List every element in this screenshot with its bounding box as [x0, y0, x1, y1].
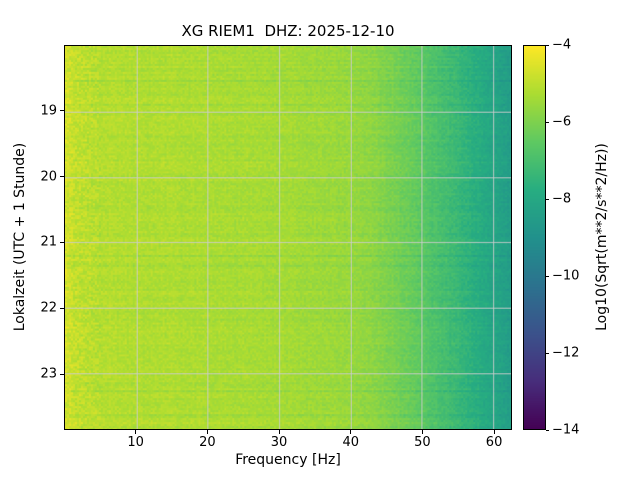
colorbar-tick-mark: [546, 429, 549, 431]
x-tick-mark: [278, 430, 280, 434]
colorbar-tick-mark: [546, 275, 549, 277]
x-tick-label: 50: [414, 435, 431, 450]
heatmap-canvas: [65, 46, 511, 429]
colorbar-tick-label: −14: [552, 422, 580, 438]
x-tick-mark: [493, 430, 495, 434]
y-tick-label: 23: [40, 366, 57, 382]
colorbar-tick-label: −8: [552, 191, 572, 207]
plot-area: [64, 45, 512, 430]
x-tick-label: 30: [270, 435, 288, 450]
colorbar-tick-mark: [546, 44, 549, 46]
x-tick-label: 10: [127, 435, 144, 450]
x-tick-mark: [206, 430, 208, 434]
colorbar-tick-label: −4: [552, 37, 572, 53]
y-tick-label: 20: [40, 169, 57, 185]
y-tick-label: 19: [40, 103, 57, 119]
colorbar-tick-label: −10: [552, 268, 580, 284]
colorbar-label: Log10(Sqrt(m**2/s**2/Hz)): [594, 143, 610, 331]
colorbar-canvas: [524, 46, 545, 429]
y-tick-mark: [60, 373, 64, 375]
colorbar-tick-label: −12: [552, 345, 580, 361]
y-tick-mark: [60, 176, 64, 178]
x-tick-label: 20: [199, 435, 216, 450]
x-tick-mark: [135, 430, 137, 434]
colorbar-tick-label: −6: [552, 114, 572, 130]
x-tick-mark: [421, 430, 423, 434]
x-tick-label: 60: [485, 435, 503, 450]
colorbar-tick-mark: [546, 121, 549, 123]
colorbar: [523, 45, 546, 430]
x-axis-label: Frequency [Hz]: [235, 452, 341, 468]
y-tick-mark: [60, 110, 64, 112]
x-tick-mark: [350, 430, 352, 434]
y-tick-mark: [60, 307, 64, 309]
colorbar-tick-mark: [546, 198, 549, 200]
y-tick-label: 22: [40, 300, 57, 316]
colorbar-tick-mark: [546, 352, 549, 354]
y-tick-mark: [60, 241, 64, 243]
y-tick-label: 21: [40, 234, 57, 250]
chart-title: XG RIEM1 DHZ: 2025-12-10: [181, 22, 395, 40]
x-tick-label: 40: [342, 435, 359, 450]
